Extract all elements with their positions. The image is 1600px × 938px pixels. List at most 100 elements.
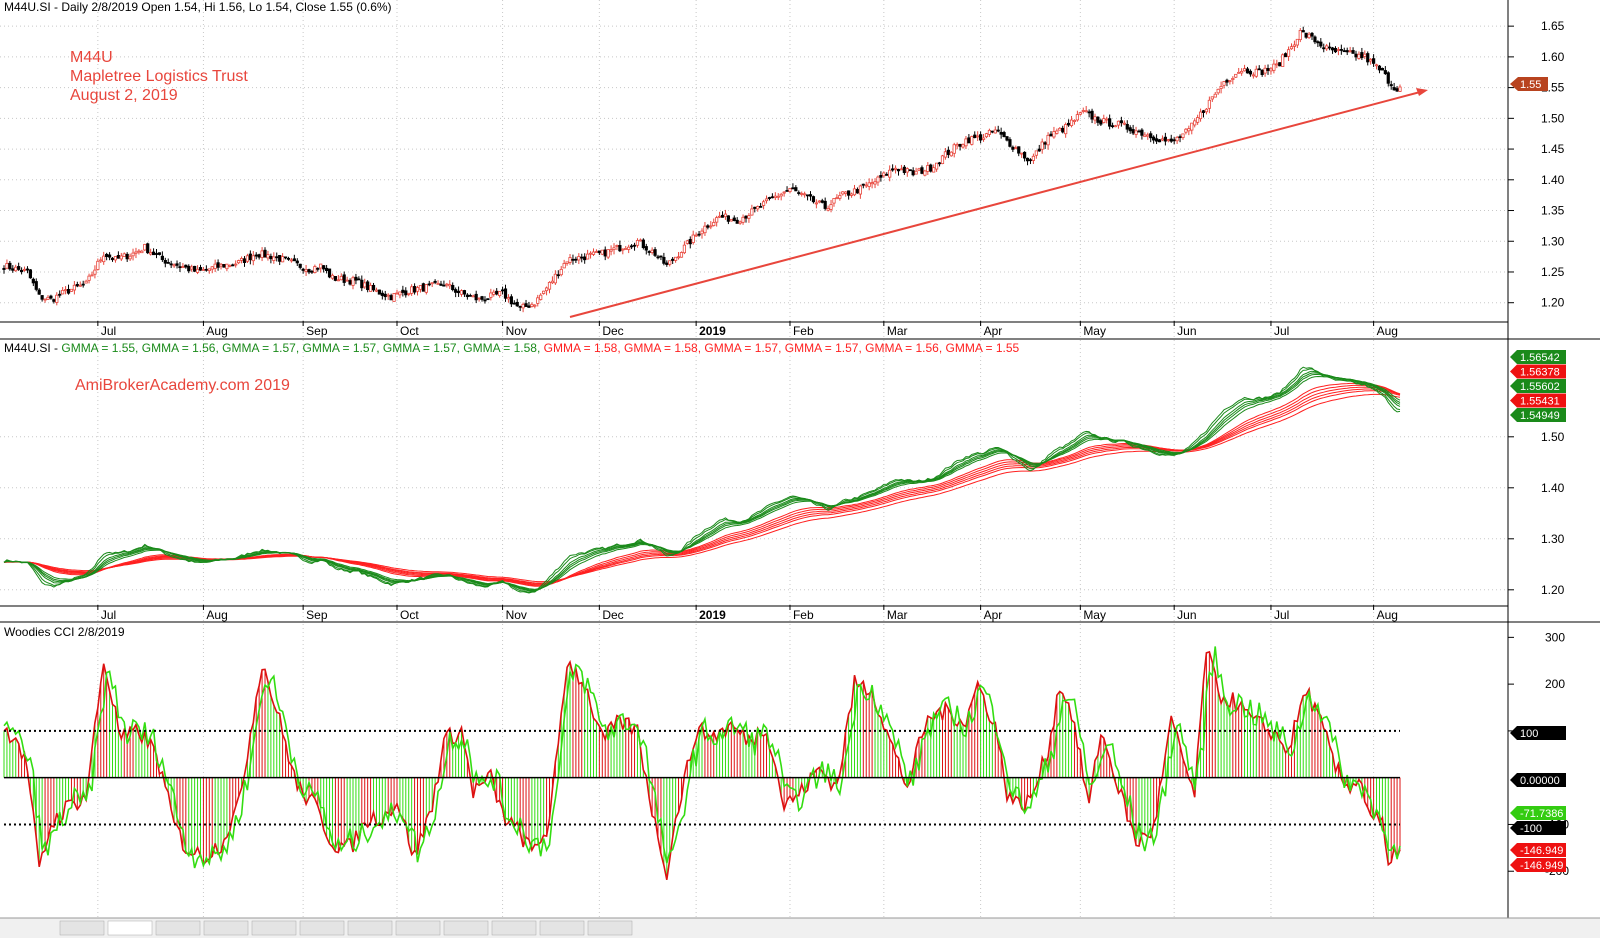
candle-body (1380, 68, 1385, 71)
candle-body (1275, 63, 1279, 66)
candle-body (75, 284, 79, 287)
candle-body (1392, 87, 1396, 91)
candle-body (1157, 139, 1162, 143)
candle-body (354, 276, 358, 281)
candle-body (1383, 70, 1387, 75)
candle-body (1025, 157, 1030, 162)
candle-body (671, 258, 675, 261)
candlestick-series (2, 26, 1402, 313)
candle-body (559, 268, 563, 276)
candle-body (1281, 54, 1285, 67)
candle-body (844, 191, 848, 194)
gmma-header-value: GMMA = 1.57, (380, 341, 460, 355)
candle-body (1049, 133, 1053, 137)
candle-body (1248, 70, 1253, 75)
trend-line[interactable] (569, 90, 1425, 318)
candle-body (964, 138, 968, 147)
candle-body (40, 295, 44, 300)
candle-body (272, 256, 276, 261)
candle-body (298, 263, 302, 268)
candle-body (1055, 130, 1059, 134)
price-y-tick-label: 1.30 (1541, 234, 1565, 248)
candle-body (1198, 111, 1203, 120)
candle-body (999, 131, 1003, 135)
candle-body (81, 283, 85, 286)
candle-body (61, 289, 65, 295)
candle-body (756, 206, 760, 210)
gmma-panel[interactable]: M44U.SI - GMMA = 1.55, GMMA = 1.56, GMMA… (3, 341, 1566, 597)
candle-body (383, 293, 387, 298)
candle-body (187, 265, 191, 272)
candle-body (861, 183, 865, 186)
candle-body (603, 249, 607, 257)
candle-body (263, 249, 267, 258)
candle-body (1096, 116, 1100, 123)
candle-body (1090, 110, 1094, 120)
candle-body (955, 144, 959, 147)
candle-body (524, 303, 528, 307)
candle-body (1213, 93, 1217, 98)
candle-body (454, 289, 458, 293)
candle-body (858, 185, 862, 195)
candle-body (154, 253, 159, 255)
candle-body (770, 196, 774, 199)
candle-body (835, 197, 839, 200)
cci-badge (1510, 843, 1566, 857)
candle-body (456, 290, 461, 294)
candle-body (37, 289, 41, 295)
candle-body (547, 281, 552, 290)
candle-body (1278, 62, 1282, 67)
candle-body (644, 246, 648, 251)
candle-body (750, 208, 754, 216)
price-month-label: Sep (306, 324, 328, 338)
candle-body (1319, 41, 1323, 47)
candle-body (66, 288, 71, 294)
candle-body (914, 170, 918, 175)
cci-badge (1510, 806, 1566, 820)
candle-body (333, 276, 338, 281)
candle-body (976, 135, 980, 138)
candle-body (571, 258, 575, 261)
candle-body (653, 249, 657, 256)
candle-body (682, 244, 687, 254)
candle-body (319, 263, 323, 269)
candle-body (166, 262, 170, 264)
sheet-tabs-strip[interactable] (0, 917, 1600, 938)
candle-body (902, 166, 906, 173)
price-month-label: Jun (1177, 324, 1196, 338)
candle-body (527, 305, 531, 308)
candle-body (1242, 68, 1247, 72)
candle-body (110, 257, 115, 261)
candle-body (266, 254, 270, 259)
candle-body (495, 290, 499, 295)
candle-body (377, 289, 381, 295)
candle-body (486, 298, 490, 301)
candle-body (553, 273, 557, 284)
candle-body (424, 284, 428, 293)
candle-body (776, 195, 780, 198)
candle-body (310, 270, 314, 273)
candle-body (93, 269, 97, 275)
cci-lines (3, 646, 1401, 880)
candle-body (245, 255, 250, 262)
price-month-label: Feb (793, 324, 814, 338)
candle-body (234, 263, 238, 266)
candle-body (178, 266, 182, 269)
candle-body (1269, 68, 1273, 72)
candle-body (1046, 134, 1050, 146)
candle-body (143, 243, 147, 251)
candle-body (591, 251, 596, 255)
price-panel[interactable]: M44U.SI - Daily 2/8/2019 Open 1.54, Hi 1… (2, 0, 1565, 318)
candle-body (459, 290, 464, 295)
candle-body (1099, 120, 1103, 125)
candle-body (832, 198, 836, 204)
candle-body (1178, 136, 1182, 139)
candle-body (134, 251, 138, 254)
candle-body (847, 190, 851, 196)
cci-badge (1510, 726, 1566, 740)
gmma-month-label: 2019 (699, 608, 726, 622)
candle-body (1154, 138, 1159, 142)
candle-body (1011, 146, 1015, 150)
candle-body (52, 299, 56, 302)
